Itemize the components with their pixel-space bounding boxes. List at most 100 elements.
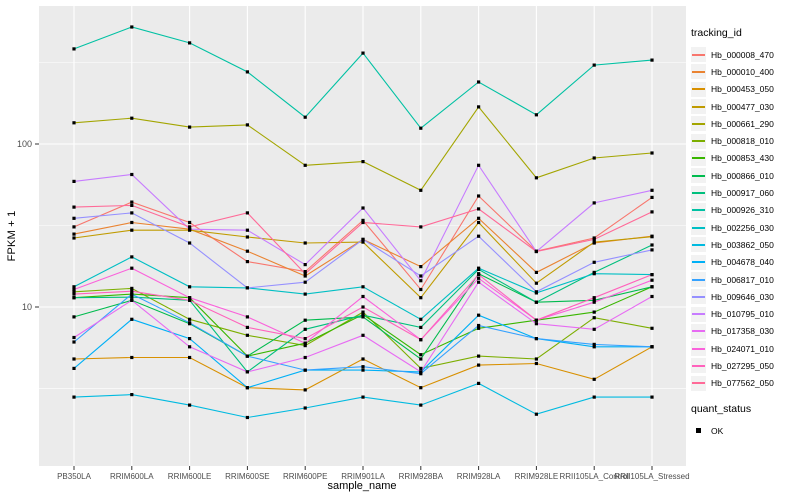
data-point xyxy=(72,285,76,289)
legend-entry: Hb_009646_030 xyxy=(691,288,799,305)
data-point xyxy=(130,393,134,397)
legend-entry: Hb_000661_290 xyxy=(691,115,799,132)
legend-key-swatch xyxy=(691,375,706,391)
legend-entry: Hb_000818_010 xyxy=(691,132,799,149)
data-point xyxy=(130,317,134,321)
legend-key-swatch xyxy=(691,47,706,63)
data-point xyxy=(72,366,76,370)
data-point xyxy=(188,321,192,325)
x-tick-label: RRIM928LE xyxy=(515,472,559,481)
data-point xyxy=(72,340,76,344)
data-point xyxy=(303,241,307,245)
legend-entry-label: Hb_000818_010 xyxy=(711,136,774,147)
legend-key-swatch xyxy=(691,254,706,270)
data-point xyxy=(592,296,596,300)
data-point xyxy=(245,286,249,290)
data-point xyxy=(361,237,365,241)
data-point xyxy=(361,294,365,299)
data-point xyxy=(72,121,76,125)
legend-key-line-icon xyxy=(692,278,705,281)
data-point xyxy=(130,355,134,360)
legend-entry: Hb_027295_050 xyxy=(691,357,799,374)
data-point xyxy=(303,272,307,276)
legend-entry: Hb_024071_010 xyxy=(691,340,799,357)
data-point xyxy=(650,326,654,330)
data-point xyxy=(361,220,365,225)
data-point xyxy=(650,151,654,155)
data-point xyxy=(303,337,307,341)
data-point xyxy=(592,298,596,302)
y-tick-label: 100 xyxy=(17,139,32,149)
data-point xyxy=(419,126,423,130)
data-point xyxy=(477,234,481,238)
legend-entry: Hb_000010_400 xyxy=(691,63,799,80)
data-point xyxy=(650,243,654,247)
data-point xyxy=(188,345,192,349)
legend-entry: Hb_000477_030 xyxy=(691,98,799,115)
x-tick-label: RRIM600SE xyxy=(225,472,269,481)
x-tick-label: PB350LA xyxy=(57,472,91,481)
legend-entry: Hb_002256_030 xyxy=(691,219,799,236)
legend-entry-label: Hb_000010_400 xyxy=(711,66,774,77)
legend-key-swatch xyxy=(691,202,706,218)
data-point xyxy=(361,240,365,244)
legend-key-swatch xyxy=(691,237,706,253)
legend-entry: Hb_006817_010 xyxy=(691,271,799,288)
legend-entry: Hb_000866_010 xyxy=(691,167,799,184)
legend-key-swatch xyxy=(691,323,706,339)
data-point xyxy=(188,317,192,321)
data-point xyxy=(361,313,365,317)
legend-entry: Hb_000453_050 xyxy=(691,81,799,98)
legend-key-swatch xyxy=(691,168,706,184)
legend-key-line-icon xyxy=(692,140,705,143)
data-point xyxy=(477,323,481,328)
data-point xyxy=(72,205,76,209)
data-point xyxy=(592,237,596,241)
data-point xyxy=(477,326,481,330)
data-point xyxy=(245,370,249,374)
data-point xyxy=(650,195,654,199)
legend-key-line-icon xyxy=(692,53,705,56)
data-point xyxy=(650,210,654,214)
legend-key-line-icon xyxy=(692,364,705,367)
data-point xyxy=(72,47,76,51)
data-point xyxy=(592,316,596,320)
legend-key-swatch xyxy=(691,64,706,80)
legend-entry-label: Hb_000853_430 xyxy=(711,153,774,164)
data-point xyxy=(650,248,654,252)
legend-key-swatch xyxy=(691,133,706,149)
legend-entry-label: Hb_010795_010 xyxy=(711,309,774,320)
data-point xyxy=(361,160,365,164)
legend-entry: Hb_000917_060 xyxy=(691,184,799,201)
data-point xyxy=(477,80,481,84)
data-point xyxy=(419,296,423,300)
legend-entry-label: Hb_009646_030 xyxy=(711,291,774,302)
x-tick-label: RRII105LA_Stressed xyxy=(614,472,689,481)
data-point xyxy=(130,292,134,296)
data-point xyxy=(130,289,134,293)
legend-entry-label: Hb_003862_050 xyxy=(711,239,774,250)
data-point xyxy=(534,290,538,294)
data-point xyxy=(477,354,481,358)
legend-title-tracking-id: tracking_id xyxy=(691,27,742,39)
data-point xyxy=(188,337,192,341)
data-point xyxy=(361,395,365,399)
legend-key-swatch xyxy=(691,289,706,305)
legend-key-swatch xyxy=(691,150,706,166)
data-point xyxy=(245,325,249,329)
legend-entry-label: Hb_000453_050 xyxy=(711,84,774,95)
data-point xyxy=(130,298,134,302)
legend-key-swatch xyxy=(691,341,706,357)
legend-key-line-icon xyxy=(692,313,705,316)
data-point xyxy=(592,240,596,244)
legend-key-line-icon xyxy=(692,382,705,385)
data-point xyxy=(477,313,481,317)
legend-entry-label: Hb_077562_050 xyxy=(711,378,774,389)
legend-entry-quant-ok: OK xyxy=(691,422,799,439)
legend-entry: Hb_000008_470 xyxy=(691,46,799,63)
data-point xyxy=(361,357,365,361)
legend-entry: Hb_000926_310 xyxy=(691,202,799,219)
data-point xyxy=(303,388,307,392)
data-point xyxy=(130,266,134,270)
